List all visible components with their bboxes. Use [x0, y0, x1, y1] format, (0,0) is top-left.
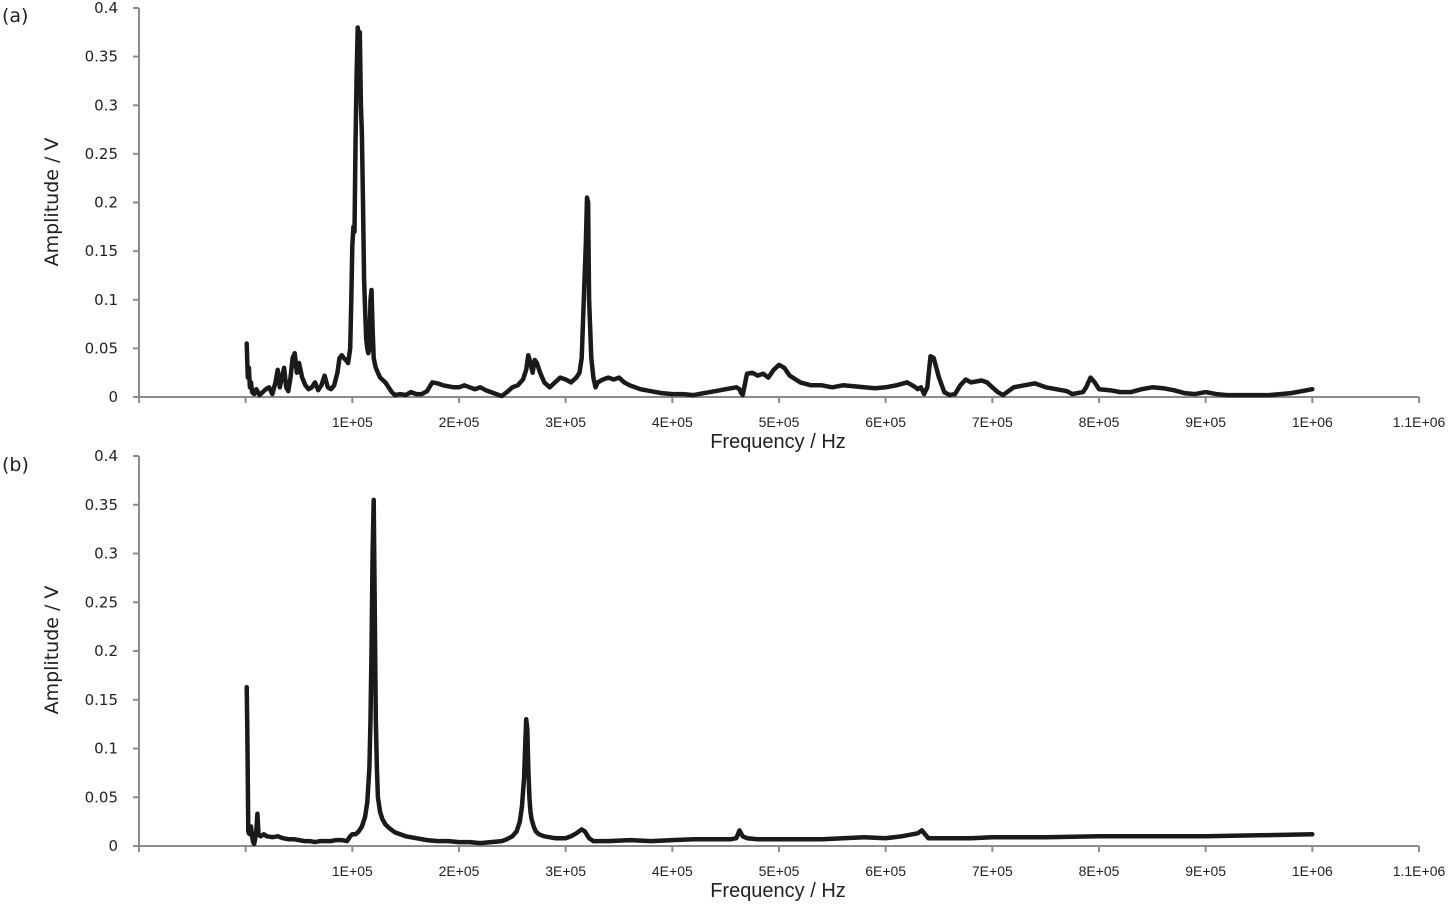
data-line-a	[244, 25, 1315, 399]
chart-panel-b: (b) Amplitude / V Frequency / Hz 0 0.05 0.…	[2, 447, 1445, 902]
y-tick-label: 0.15	[85, 691, 118, 709]
y-tick-label: 0.2	[94, 642, 118, 660]
x-tick-label: 9E+05	[1185, 863, 1226, 879]
x-tick-label: 5E+05	[759, 414, 800, 430]
x-tick-label: 5E+05	[759, 863, 800, 879]
y-tick-label: 0.1	[94, 740, 118, 758]
y-tick-label: 0.35	[85, 496, 118, 514]
x-tick-label: 3E+05	[545, 414, 586, 430]
x-tick-label: 1E+06	[1292, 414, 1333, 430]
x-axis-label-b: Frequency / Hz	[710, 880, 846, 902]
x-tick-label: 1E+06	[1292, 863, 1333, 879]
x-tick-label: 8E+05	[1079, 414, 1120, 430]
y-tick-label: 0.1	[94, 291, 118, 309]
x-tick-label: 1E+05	[332, 863, 373, 879]
x-tick-label: 8E+05	[1079, 863, 1120, 879]
x-tick-label: 1.1E+06	[1393, 414, 1446, 430]
chart-panel-a: (a) Amplitude / V Frequency / Hz 0 0.05 0.…	[2, 0, 1445, 453]
y-tick-label: 0.15	[85, 242, 118, 260]
y-axis-label-b: Amplitude / V	[41, 586, 63, 715]
panel-label-b: (b)	[2, 454, 29, 476]
y-tick-label: 0.25	[85, 145, 118, 163]
y-tick-label: 0.05	[85, 339, 118, 357]
x-tick-label: 7E+05	[972, 863, 1013, 879]
x-tick-label: 3E+05	[545, 863, 586, 879]
y-tick-label: 0	[108, 837, 118, 855]
y-axis-label-a: Amplitude / V	[41, 138, 63, 267]
x-tick-label: 2E+05	[439, 414, 480, 430]
x-tick-label: 1.1E+06	[1393, 863, 1446, 879]
x-tick-label: 7E+05	[972, 414, 1013, 430]
x-tick-label: 2E+05	[439, 863, 480, 879]
y-tick-label: 0.2	[94, 194, 118, 212]
y-tick-label: 0.25	[85, 593, 118, 611]
panel-label-a: (a)	[2, 5, 28, 27]
x-axis-ticks-a: 1E+05 2E+05 3E+05 4E+05 5E+05 6E+05 7E+05 8E+05…	[138, 397, 1446, 430]
y-tick-label: 0.4	[94, 447, 118, 465]
x-tick-label: 4E+05	[652, 414, 693, 430]
x-tick-label: 1E+05	[332, 414, 373, 430]
x-axis-label-a: Frequency / Hz	[710, 431, 846, 453]
y-tick-label: 0.4	[94, 0, 118, 17]
x-axis-ticks-b: 1E+05 2E+05 3E+05 4E+05 5E+05 6E+05 7E+05 8E+05…	[138, 846, 1446, 879]
x-tick-label: 4E+05	[652, 863, 693, 879]
y-tick-label: 0.3	[94, 96, 118, 114]
x-tick-label: 9E+05	[1185, 414, 1226, 430]
y-tick-label: 0.35	[85, 48, 118, 66]
data-line-b	[244, 497, 1315, 847]
y-tick-label: 0.3	[94, 545, 118, 563]
y-axis-ticks-b: 0 0.05 0.1 0.15 0.2 0.25 0.3 0.35 0.4	[85, 447, 139, 855]
y-axis-ticks-a: 0 0.05 0.1 0.15 0.2 0.25 0.3 0.35 0.4	[85, 0, 139, 406]
x-tick-label: 6E+05	[865, 863, 906, 879]
y-tick-label: 0	[108, 388, 118, 406]
y-tick-label: 0.05	[85, 788, 118, 806]
x-tick-label: 6E+05	[865, 414, 906, 430]
